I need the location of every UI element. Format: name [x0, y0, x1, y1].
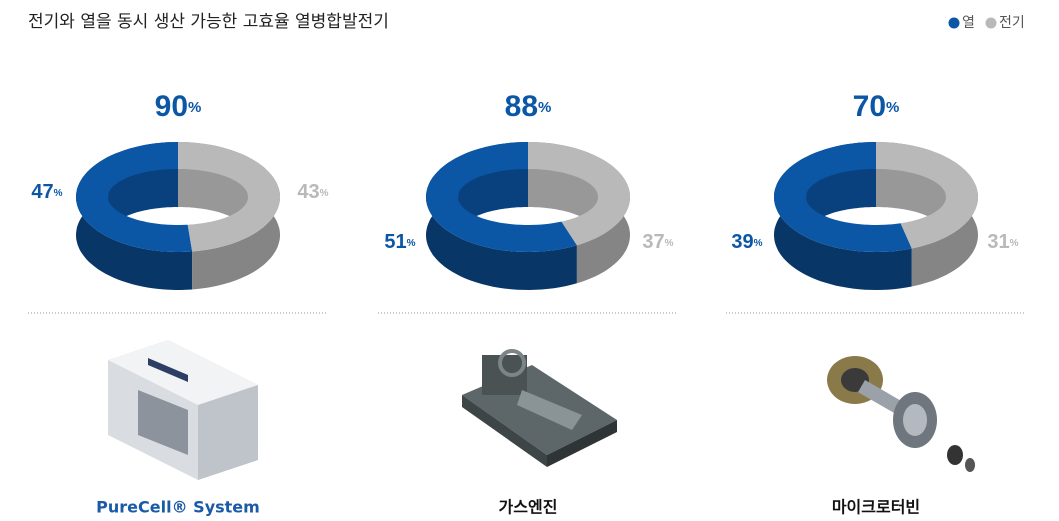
value-label-unit: %	[665, 238, 674, 249]
total-label-unit: %	[886, 99, 899, 116]
total-label-unit: %	[538, 99, 551, 116]
value-label: 47%	[31, 181, 62, 203]
value-label-unit: %	[54, 188, 63, 199]
product-image	[827, 356, 975, 472]
total-label-value: 90	[155, 90, 188, 123]
page-title: 전기와 열을 동시 생산 가능한 고효율 열병합발전기	[28, 12, 389, 32]
donut-chart	[76, 142, 280, 290]
value-label: 39%	[731, 231, 762, 253]
product-label: PureCell® System	[96, 498, 260, 517]
legend-swatch	[986, 18, 997, 29]
value-label: 43%	[297, 181, 328, 203]
value-label-unit: %	[407, 238, 416, 249]
product-image	[108, 340, 258, 480]
legend: 열 전기	[949, 15, 1025, 31]
legend-swatch	[949, 18, 960, 29]
total-label: 90%	[155, 90, 202, 123]
total-label: 88%	[505, 90, 552, 123]
product-label: 가스엔진	[499, 498, 558, 517]
value-label-value: 43	[297, 181, 319, 203]
value-label-value: 37	[642, 231, 664, 253]
value-label-value: 31	[987, 231, 1009, 253]
value-label: 31%	[987, 231, 1018, 253]
total-label: 70%	[853, 90, 900, 123]
product-image	[462, 351, 617, 467]
total-label-value: 70	[853, 90, 886, 123]
donut-chart	[426, 142, 630, 290]
total-label-value: 88	[505, 90, 538, 123]
value-label: 37%	[642, 231, 673, 253]
value-label-unit: %	[754, 238, 763, 249]
value-label: 51%	[384, 231, 415, 253]
product-label: 마이크로터빈	[832, 498, 920, 517]
donut-chart	[774, 142, 978, 290]
legend-label: 전기	[999, 15, 1025, 31]
value-label-value: 47	[31, 181, 53, 203]
value-label-unit: %	[320, 188, 329, 199]
legend-label: 열	[962, 15, 975, 31]
value-label-value: 51	[384, 231, 406, 253]
page: 전기와 열을 동시 생산 가능한 고효율 열병합발전기 열 전기 90%47%4…	[0, 0, 1059, 521]
total-label-unit: %	[188, 99, 201, 116]
value-label-unit: %	[1010, 238, 1019, 249]
value-label-value: 39	[731, 231, 753, 253]
